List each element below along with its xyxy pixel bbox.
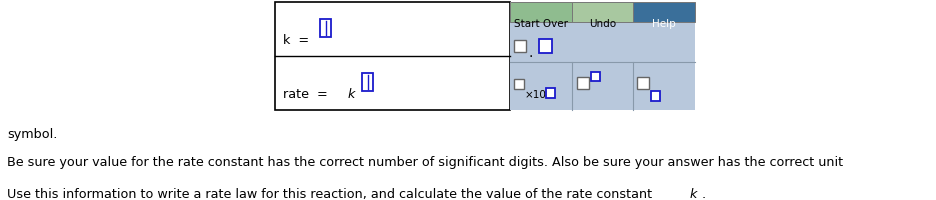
Bar	[514, 40, 526, 52]
Text: rate  =: rate =	[283, 88, 336, 101]
Text: k  =: k =	[283, 34, 309, 47]
Bar	[320, 19, 331, 37]
Bar	[275, 2, 510, 110]
Bar	[510, 2, 695, 110]
Bar	[539, 39, 552, 53]
Text: k: k	[690, 188, 697, 200]
Text: symbol.: symbol.	[7, 128, 57, 141]
Bar	[637, 77, 650, 89]
Bar	[546, 88, 555, 98]
Text: Start Over: Start Over	[514, 19, 568, 29]
Text: ·: ·	[529, 50, 534, 64]
Text: Be sure your value for the rate constant has the correct number of significant d: Be sure your value for the rate constant…	[7, 156, 843, 169]
Text: k: k	[348, 88, 356, 101]
Bar	[577, 77, 589, 89]
Text: ×10: ×10	[525, 90, 547, 100]
Bar	[514, 79, 524, 89]
Bar	[362, 73, 373, 91]
Text: .: .	[698, 188, 706, 200]
Bar	[651, 91, 660, 101]
Bar	[591, 72, 600, 81]
Bar	[634, 2, 695, 22]
Text: Undo: Undo	[589, 19, 616, 29]
Text: Use this information to write a rate law for this reaction, and calculate the va: Use this information to write a rate law…	[7, 188, 656, 200]
Text: Help: Help	[652, 19, 676, 29]
Bar	[572, 2, 634, 22]
Bar	[510, 2, 572, 22]
